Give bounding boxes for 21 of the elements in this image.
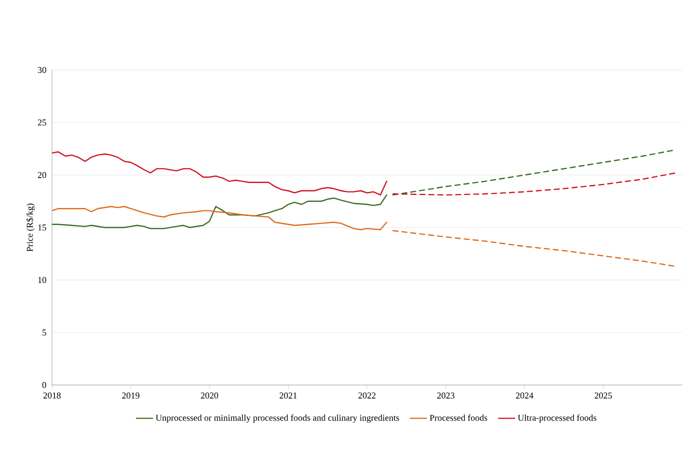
legend-label: Unprocessed or minimally processed foods and culinary ingredients	[156, 414, 400, 423]
legend-label: Ultra-processed foods	[518, 414, 596, 423]
x-tick-label: 2022	[358, 392, 376, 399]
y-tick-label: 20	[38, 172, 46, 178]
y-tick-label: 25	[38, 119, 46, 126]
x-tick-label: 2023	[437, 392, 454, 399]
y-tick-label: 15	[38, 224, 46, 231]
y-tick-label: 5	[42, 330, 46, 336]
y-axis-title: Price (R$/kg)	[26, 204, 35, 252]
x-tick-label: 2024	[516, 392, 534, 399]
line-series	[52, 194, 388, 230]
x-tick-label: 2021	[280, 392, 297, 399]
line-series	[392, 172, 676, 196]
x-tick-label: 2019	[122, 392, 140, 399]
x-tick-label: 2018	[43, 392, 61, 399]
y-tick-label: 0	[42, 382, 46, 388]
x-tick-label: 2020	[200, 392, 218, 399]
legend-label: Processed foods	[430, 414, 488, 421]
y-tick-label: 30	[38, 66, 46, 74]
y-tick-label: 10	[38, 276, 46, 284]
x-tick-label: 2025	[594, 392, 612, 399]
